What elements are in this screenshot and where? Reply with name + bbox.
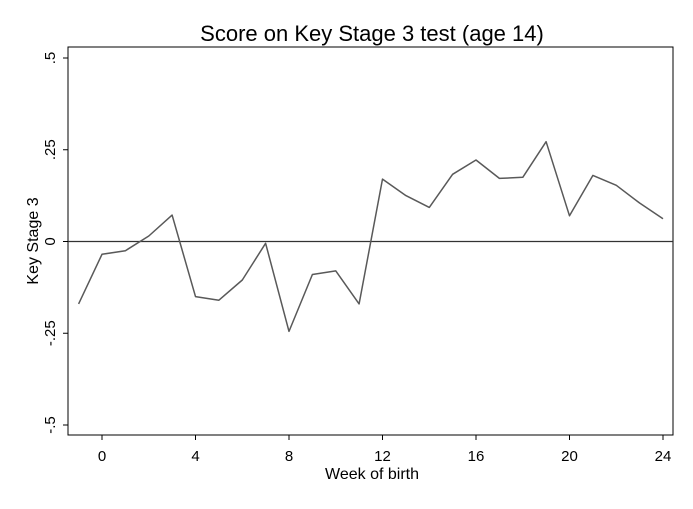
y-tick-label: -.25 <box>42 320 59 346</box>
data-point <box>382 178 384 180</box>
y-tick-label: -.5 <box>42 416 59 434</box>
data-point <box>265 242 267 244</box>
data-point <box>78 303 80 305</box>
series-line <box>77 140 664 333</box>
chart-title: Score on Key Stage 3 test (age 14) <box>200 21 544 46</box>
data-point <box>452 173 454 175</box>
x-tick-label: 0 <box>98 448 106 465</box>
data-point <box>101 253 103 255</box>
data-point <box>195 296 197 298</box>
x-tick-label: 16 <box>468 448 485 465</box>
data-point <box>288 330 290 332</box>
data-point <box>148 235 150 237</box>
x-tick-label: 4 <box>191 448 199 465</box>
data-point <box>171 214 173 216</box>
x-axis-label: Week of birth <box>325 466 419 483</box>
x-tick-label: 20 <box>561 448 578 465</box>
data-point <box>545 141 547 143</box>
data-point <box>475 159 477 161</box>
y-tick-label: .5 <box>42 52 59 65</box>
x-tick-label: 8 <box>285 448 293 465</box>
y-axis-label: Key Stage 3 <box>25 197 42 284</box>
data-point <box>569 215 571 217</box>
data-point <box>639 202 641 204</box>
data-point <box>615 184 617 186</box>
data-point <box>358 303 360 305</box>
y-axis: -.5 -.25 0 .25 .5 <box>42 52 68 434</box>
x-tick-label: 12 <box>374 448 391 465</box>
data-point <box>241 279 243 281</box>
data-point <box>124 250 126 252</box>
y-tick-label: 0 <box>42 237 59 245</box>
data-point <box>498 177 500 179</box>
data-point <box>218 299 220 301</box>
x-tick-label: 24 <box>655 448 672 465</box>
data-point <box>428 206 430 208</box>
y-tick-label: .25 <box>42 139 59 160</box>
data-point <box>522 176 524 178</box>
data-point <box>311 274 313 276</box>
x-axis: 0 4 8 12 16 20 24 <box>98 435 672 465</box>
data-point <box>592 174 594 176</box>
data-point <box>662 218 664 220</box>
data-point <box>335 270 337 272</box>
data-point <box>405 195 407 197</box>
